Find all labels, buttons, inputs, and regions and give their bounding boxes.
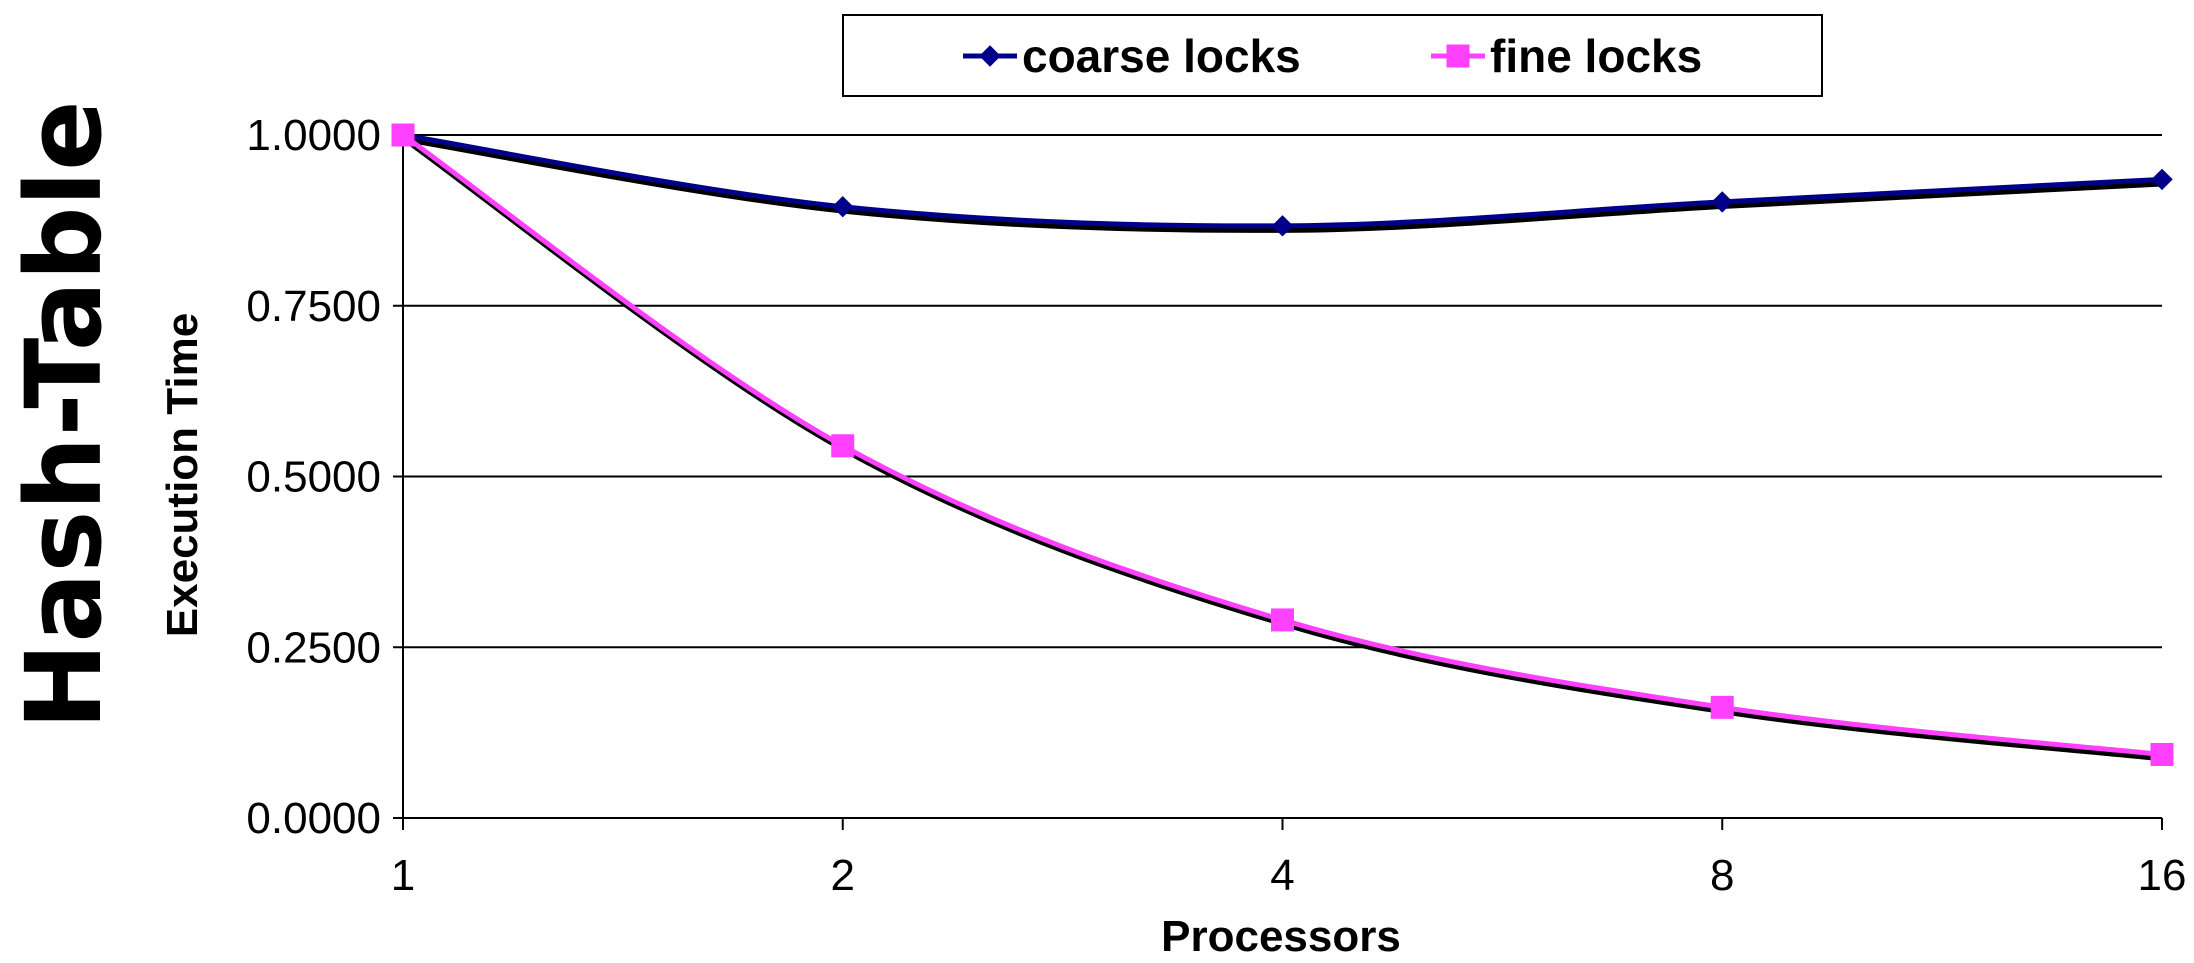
series-coarse-locks (392, 124, 2173, 237)
legend-item: coarse locks (963, 30, 1301, 82)
legend: coarse locks fine locks (842, 14, 1823, 97)
x-tick-label: 1 (391, 851, 415, 900)
legend-item: fine locks (1431, 30, 1702, 82)
data-point (1271, 608, 1294, 632)
x-tick-label: 4 (1270, 851, 1294, 900)
y-tick-label: 0.0000 (246, 794, 381, 843)
axes (393, 134, 2163, 830)
x-tick-label: 8 (1710, 851, 1734, 900)
data-point (2151, 168, 2173, 191)
data-point (832, 196, 854, 218)
x-tick-label: 2 (831, 851, 855, 900)
legend-label: fine locks (1490, 30, 1702, 82)
series-line (402, 132, 2163, 229)
labels: 0.0000 0.2500 0.5000 0.7500 1.0000 1 2 4 8 16 (246, 111, 2186, 900)
legend-marker (1446, 44, 1470, 68)
data-point (831, 434, 855, 458)
legend-marker (979, 45, 1001, 67)
y-tick-label: 0.2500 (246, 623, 381, 672)
data-point (2150, 742, 2174, 766)
series-fine-locks (391, 123, 2174, 766)
y-axis-title: Execution Time (158, 313, 207, 637)
data-point (1711, 191, 1733, 213)
legend-label: coarse locks (1022, 30, 1301, 82)
data-point (1710, 695, 1734, 719)
data-point (1271, 215, 1294, 237)
y-tick-label: 0.5000 (246, 453, 381, 502)
x-axis-title: Processors (1161, 912, 1401, 961)
y-tick-label: 0.7500 (246, 282, 381, 331)
chart-title: Hash-Table (3, 100, 125, 729)
x-tick-label: 16 (2138, 851, 2187, 900)
y-tick-label: 1.0000 (246, 111, 381, 160)
grid-lines (403, 134, 2162, 649)
data-point (391, 123, 415, 147)
series-layer (391, 123, 2174, 766)
